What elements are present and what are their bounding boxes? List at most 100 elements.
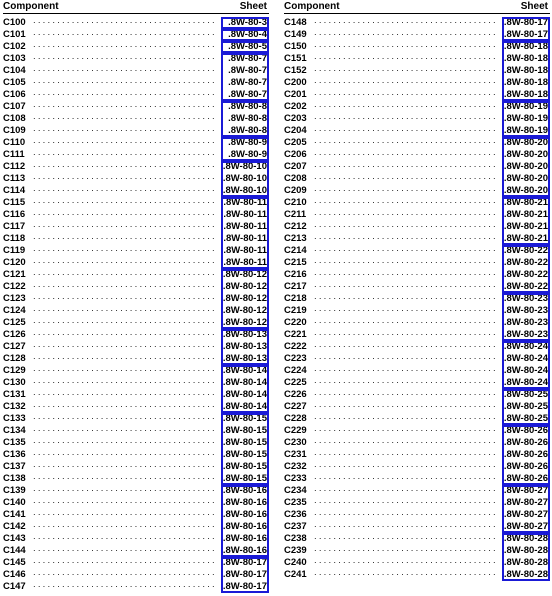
list-item: C106....................................… [3, 87, 269, 101]
sheet-ref[interactable]: .8W-80-13 [222, 329, 267, 340]
sheet-ref[interactable]: .8W-80-17 [222, 557, 267, 568]
sheet-ref[interactable]: .8W-80-18 [503, 65, 548, 76]
sheet-ref[interactable]: .8W-80-22 [503, 257, 548, 268]
sheet-ref[interactable]: .8W-80-12 [222, 269, 267, 280]
sheet-ref[interactable]: .8W-80-23 [503, 317, 548, 328]
sheet-ref[interactable]: .8W-80-16 [222, 509, 267, 520]
sheet-ref[interactable]: .8W-80-21 [503, 197, 548, 208]
sheet-ref[interactable]: .8W-80-26 [503, 461, 548, 472]
sheet-ref[interactable]: .8W-80-26 [503, 437, 548, 448]
sheet-ref[interactable]: .8W-80-24 [503, 377, 548, 388]
sheet-ref[interactable]: .8W-80-10 [222, 185, 267, 196]
sheet-ref[interactable]: .8W-80-11 [223, 209, 267, 220]
sheet-ref[interactable]: .8W-80-17 [222, 581, 267, 592]
sheet-ref[interactable]: .8W-80-23 [503, 293, 548, 304]
sheet-ref[interactable]: .8W-80-28 [503, 569, 548, 580]
sheet-ref[interactable]: .8W-80-10 [222, 161, 267, 172]
sheet-ref[interactable]: .8W-80-12 [222, 281, 267, 292]
sheet-ref[interactable]: .8W-80-16 [222, 497, 267, 508]
sheet-ref[interactable]: .8W-80-12 [222, 293, 267, 304]
sheet-ref[interactable]: .8W-80-10 [222, 173, 267, 184]
sheet-ref[interactable]: .8W-80-21 [503, 221, 548, 232]
sheet-ref[interactable]: .8W-80-26 [503, 473, 548, 484]
sheet-ref[interactable]: .8W-80-27 [503, 509, 548, 520]
sheet-ref[interactable]: .8W-80-3 [228, 17, 267, 28]
sheet-ref[interactable]: .8W-80-21 [503, 209, 548, 220]
sheet-ref[interactable]: .8W-80-19 [503, 125, 548, 136]
sheet-ref[interactable]: .8W-80-20 [503, 173, 548, 184]
sheet-ref[interactable]: .8W-80-13 [222, 353, 267, 364]
sheet-ref[interactable]: .8W-80-7 [228, 53, 267, 64]
sheet-ref[interactable]: .8W-80-21 [503, 233, 548, 244]
sheet-ref[interactable]: .8W-80-4 [228, 29, 267, 40]
sheet-ref[interactable]: .8W-80-22 [503, 281, 548, 292]
sheet-ref[interactable]: .8W-80-20 [503, 185, 548, 196]
sheet-ref[interactable]: .8W-80-24 [503, 341, 548, 352]
sheet-ref[interactable]: .8W-80-16 [222, 545, 267, 556]
sheet-ref[interactable]: .8W-80-15 [222, 413, 267, 424]
sheet-ref[interactable]: .8W-80-11 [223, 245, 267, 256]
sheet-ref[interactable]: .8W-80-20 [503, 137, 548, 148]
sheet-ref[interactable]: .8W-80-23 [503, 305, 548, 316]
sheet-ref[interactable]: .8W-80-25 [503, 389, 548, 400]
sheet-ref[interactable]: .8W-80-16 [222, 485, 267, 496]
sheet-ref[interactable]: .8W-80-26 [503, 449, 548, 460]
dot-leader: ...................................... [33, 483, 217, 494]
sheet-ref[interactable]: .8W-80-28 [503, 545, 548, 556]
sheet-ref[interactable]: .8W-80-8 [228, 113, 267, 124]
sheet-ref[interactable]: .8W-80-8 [228, 125, 267, 136]
sheet-ref[interactable]: .8W-80-20 [503, 149, 548, 160]
sheet-ref[interactable]: .8W-80-24 [503, 353, 548, 364]
sheet-ref[interactable]: .8W-80-28 [503, 557, 548, 568]
sheet-group-box [502, 389, 550, 425]
sheet-ref[interactable]: .8W-80-27 [503, 497, 548, 508]
sheet-ref[interactable]: .8W-80-20 [503, 161, 548, 172]
sheet-ref[interactable]: .8W-80-19 [503, 113, 548, 124]
sheet-ref[interactable]: .8W-80-13 [222, 341, 267, 352]
sheet-ref[interactable]: .8W-80-17 [503, 17, 548, 28]
sheet-ref[interactable]: .8W-80-15 [222, 473, 267, 484]
sheet-ref[interactable]: .8W-80-17 [503, 29, 548, 40]
sheet-ref[interactable]: .8W-80-7 [228, 89, 267, 100]
sheet-ref[interactable]: .8W-80-7 [228, 77, 267, 88]
sheet-ref[interactable]: .8W-80-9 [228, 149, 267, 160]
sheet-ref[interactable]: .8W-80-11 [223, 221, 267, 232]
sheet-ref[interactable]: .8W-80-9 [228, 137, 267, 148]
sheet-ref[interactable]: .8W-80-23 [503, 329, 548, 340]
sheet-ref[interactable]: .8W-80-26 [503, 425, 548, 436]
sheet-ref[interactable]: .8W-80-18 [503, 41, 548, 52]
sheet-ref[interactable]: .8W-80-27 [503, 485, 548, 496]
sheet-ref[interactable]: .8W-80-22 [503, 245, 548, 256]
sheet-ref[interactable]: .8W-80-18 [503, 53, 548, 64]
sheet-ref[interactable]: .8W-80-11 [223, 197, 267, 208]
component-id: C128 [3, 353, 26, 364]
sheet-ref[interactable]: .8W-80-27 [503, 521, 548, 532]
sheet-ref[interactable]: .8W-80-8 [228, 101, 267, 112]
sheet-ref[interactable]: .8W-80-16 [222, 533, 267, 544]
list-item: C240....................................… [284, 555, 550, 569]
sheet-ref[interactable]: .8W-80-12 [222, 317, 267, 328]
sheet-ref[interactable]: .8W-80-22 [503, 269, 548, 280]
sheet-ref[interactable]: .8W-80-14 [222, 389, 267, 400]
sheet-ref[interactable]: .8W-80-5 [228, 41, 267, 52]
sheet-ref[interactable]: .8W-80-14 [222, 401, 267, 412]
sheet-ref[interactable]: .8W-80-16 [222, 521, 267, 532]
sheet-ref[interactable]: .8W-80-25 [503, 401, 548, 412]
sheet-ref[interactable]: .8W-80-18 [503, 89, 548, 100]
sheet-ref[interactable]: .8W-80-15 [222, 437, 267, 448]
sheet-ref[interactable]: .8W-80-25 [503, 413, 548, 424]
sheet-ref[interactable]: .8W-80-11 [223, 233, 267, 244]
sheet-ref[interactable]: .8W-80-17 [222, 569, 267, 580]
sheet-ref[interactable]: .8W-80-15 [222, 425, 267, 436]
sheet-ref[interactable]: .8W-80-7 [228, 65, 267, 76]
sheet-ref[interactable]: .8W-80-28 [503, 533, 548, 544]
sheet-ref[interactable]: .8W-80-14 [222, 377, 267, 388]
sheet-ref[interactable]: .8W-80-12 [222, 305, 267, 316]
sheet-ref[interactable]: .8W-80-15 [222, 461, 267, 472]
sheet-ref[interactable]: .8W-80-24 [503, 365, 548, 376]
sheet-ref[interactable]: .8W-80-14 [222, 365, 267, 376]
sheet-ref[interactable]: .8W-80-11 [223, 257, 267, 268]
sheet-ref[interactable]: .8W-80-15 [222, 449, 267, 460]
sheet-ref[interactable]: .8W-80-19 [503, 101, 548, 112]
sheet-ref[interactable]: .8W-80-18 [503, 77, 548, 88]
